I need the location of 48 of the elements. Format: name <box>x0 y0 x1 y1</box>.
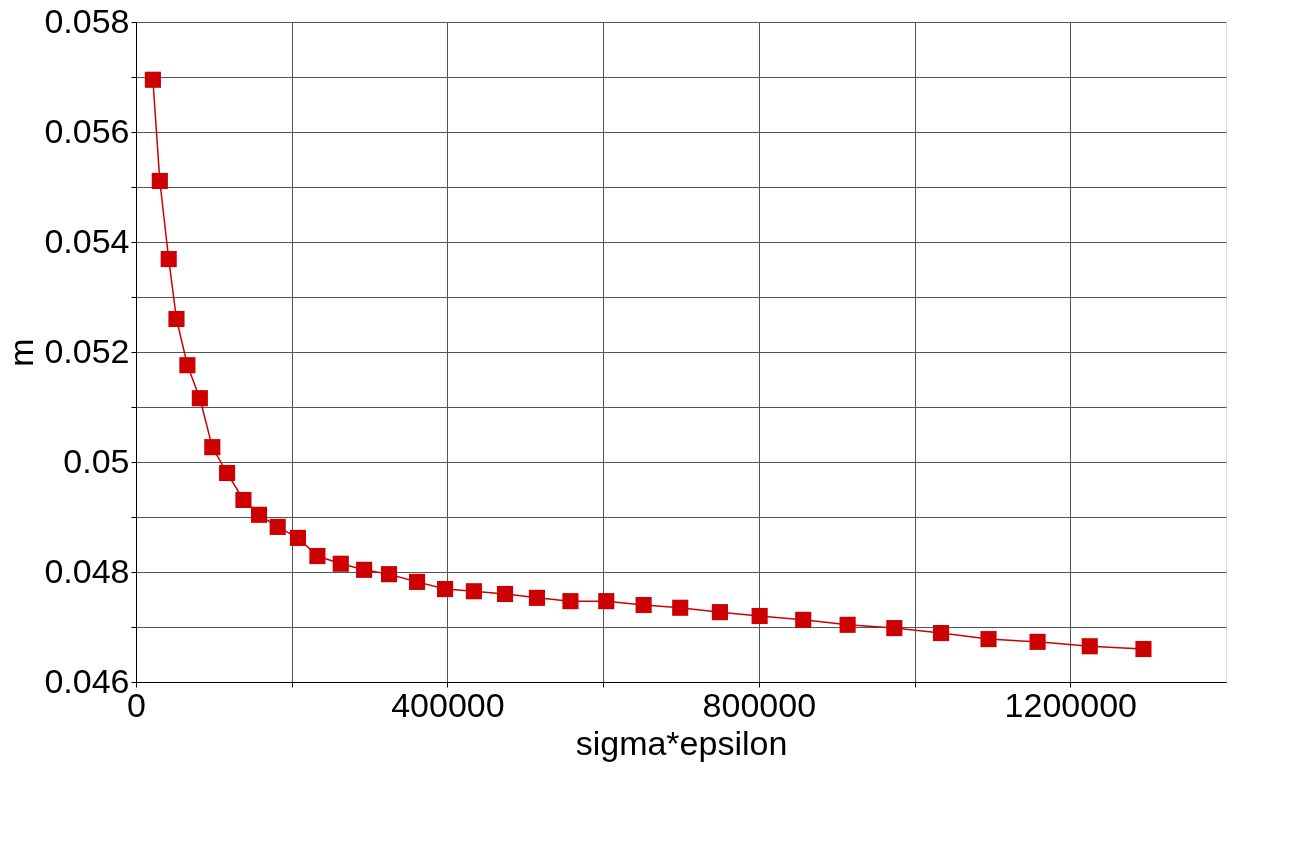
y-tick-label: 0.058 <box>44 1 130 40</box>
point <box>289 529 307 546</box>
x-tick-label: 0 <box>127 685 146 724</box>
y-tick-label: 0.054 <box>44 221 130 260</box>
point <box>380 566 398 583</box>
point <box>465 583 482 600</box>
point <box>839 616 856 633</box>
point <box>635 596 652 614</box>
point <box>795 611 812 628</box>
point <box>144 71 161 88</box>
point <box>269 518 286 535</box>
point <box>932 624 950 642</box>
point <box>219 464 236 482</box>
y-tick-label: 0.05 <box>63 441 130 480</box>
x-tick-label: 1200000 <box>1004 685 1137 724</box>
point <box>980 631 997 648</box>
point <box>356 561 373 578</box>
point <box>204 439 221 456</box>
y-tick-label: 0.046 <box>44 661 130 700</box>
point <box>409 573 426 590</box>
point <box>1029 633 1046 650</box>
point <box>168 310 185 328</box>
point <box>711 604 728 621</box>
point <box>1135 640 1152 658</box>
point <box>309 547 326 565</box>
x-tick-label: 800000 <box>702 685 817 724</box>
point <box>496 585 514 603</box>
y-tick-label: 0.048 <box>44 551 130 590</box>
point <box>332 555 349 572</box>
point <box>191 390 208 407</box>
point <box>179 357 196 374</box>
x-axis-title: sigma*epsilon <box>575 723 788 762</box>
point <box>562 593 579 610</box>
point <box>250 506 268 523</box>
y-axis-title: m <box>2 338 41 367</box>
point <box>598 593 615 610</box>
point <box>886 620 903 637</box>
point <box>235 491 252 509</box>
x-tick-label: 400000 <box>391 685 505 724</box>
point <box>672 599 689 616</box>
y-tick-label: 0.056 <box>44 111 130 150</box>
point <box>151 172 168 190</box>
point <box>437 580 454 598</box>
point <box>160 250 177 268</box>
y-tick-label: 0.052 <box>44 331 130 370</box>
point <box>528 589 546 606</box>
point <box>1081 638 1098 655</box>
point <box>751 607 768 625</box>
